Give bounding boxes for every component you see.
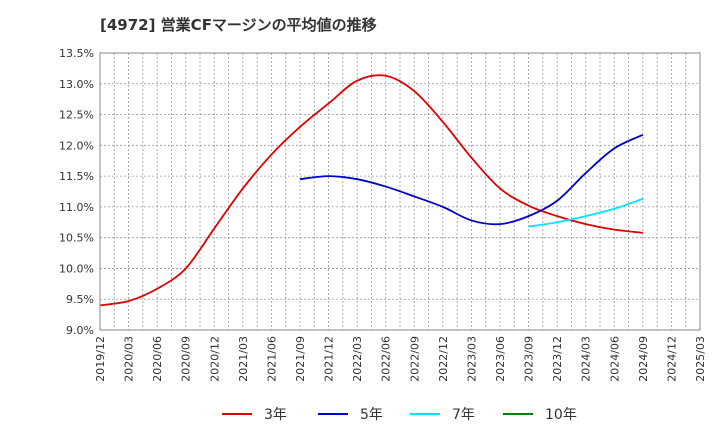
x-tick-label: 2023/12 (551, 336, 564, 382)
x-tick-label: 2021/12 (323, 336, 336, 382)
x-tick-label: 2023/03 (465, 336, 478, 382)
x-tick-label: 2023/09 (523, 336, 536, 382)
y-tick-label: 12.5% (59, 109, 94, 122)
x-tick-label: 2025/03 (694, 336, 707, 382)
series-line-2 (299, 134, 644, 226)
legend-label-3: 7年 (452, 407, 475, 423)
legend-label-1: 3年 (264, 407, 287, 423)
x-tick-label: 2021/09 (294, 336, 307, 382)
x-tick-label: 2023/06 (494, 336, 507, 382)
plot-frame (99, 52, 701, 331)
x-tick-label: 2020/12 (208, 336, 221, 382)
y-tick-label: 9.5% (66, 293, 94, 306)
x-tick-label: 2022/09 (408, 336, 421, 382)
x-tick-label: 2024/09 (637, 336, 650, 382)
x-axis-ticks: 2019/12 2020/03 2020/06 2020/09 2020/12 2021/… (94, 336, 707, 382)
series-line-3 (528, 198, 644, 228)
series-layer (99, 74, 644, 307)
x-tick-label: 2020/06 (151, 336, 164, 382)
y-axis-ticks: 9.0% 9.5% 10.0% 10.5% 11.0% 11.5% 12.0% 12.5% 13… (59, 47, 94, 337)
y-tick-label: 13.5% (59, 47, 94, 60)
y-tick-label: 11.0% (59, 201, 94, 214)
x-tick-label: 2024/06 (608, 336, 621, 382)
y-tick-label: 13.0% (59, 78, 94, 91)
x-tick-label: 2020/03 (123, 336, 136, 382)
y-tick-label: 10.0% (59, 262, 94, 275)
legend: 3年 5年 7年 10年 (222, 407, 577, 423)
x-tick-label: 2024/03 (580, 336, 593, 382)
chart-title: [4972] 営業CFマージンの平均値の推移 (100, 16, 377, 34)
x-tick-label: 2024/12 (665, 336, 678, 382)
x-tick-label: 2022/06 (380, 336, 393, 382)
legend-label-4: 10年 (545, 407, 577, 423)
series-line-1 (99, 74, 643, 307)
y-tick-label: 12.0% (59, 139, 94, 152)
y-tick-label: 9.0% (66, 324, 94, 337)
x-tick-label: 2020/09 (180, 336, 193, 382)
legend-label-2: 5年 (360, 407, 383, 423)
x-tick-label: 2022/12 (437, 336, 450, 382)
y-tick-label: 11.5% (59, 170, 94, 183)
y-tick-label: 10.5% (59, 232, 94, 245)
x-tick-label: 2022/03 (351, 336, 364, 382)
x-tick-label: 2021/03 (237, 336, 250, 382)
x-tick-label: 2021/06 (265, 336, 278, 382)
x-tick-label: 2019/12 (94, 336, 107, 382)
